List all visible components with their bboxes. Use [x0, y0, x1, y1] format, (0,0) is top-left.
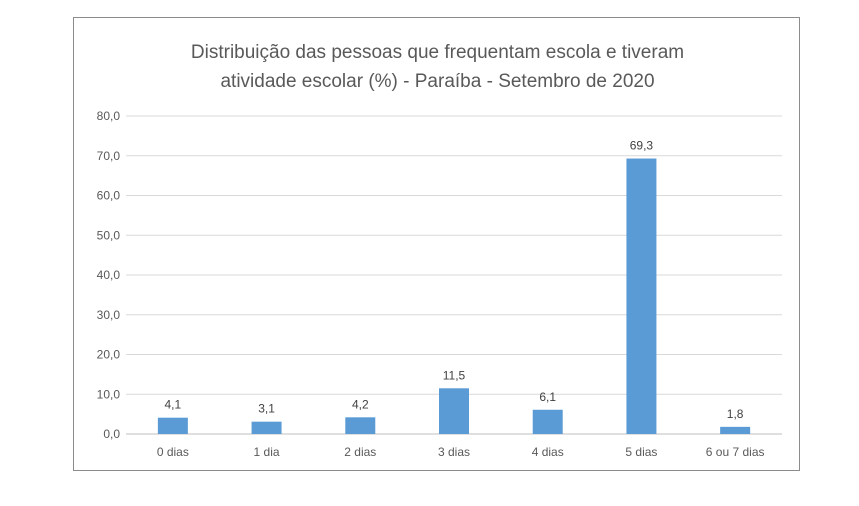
chart-title: Distribuição das pessoas que frequentam …	[74, 38, 801, 96]
y-tick-label: 50,0	[97, 228, 121, 242]
bar	[157, 417, 188, 434]
y-tick-label: 70,0	[97, 149, 121, 163]
data-label: 69,3	[630, 139, 654, 153]
bar	[251, 421, 282, 434]
bar	[626, 158, 657, 434]
y-tick-label: 40,0	[97, 268, 121, 282]
chart-title-line-1: Distribuição das pessoas que frequentam …	[190, 42, 685, 63]
x-tick-label: 0 dias	[157, 445, 189, 459]
x-tick-label: 3 dias	[438, 445, 470, 459]
bar-chart-plot: 0,0 10,0 20,0 30,0 40,0 50,0 60,0 70,0 80,0 4,1 0 …	[97, 109, 782, 459]
y-tick-label: 30,0	[97, 308, 121, 322]
bar	[439, 388, 469, 434]
chart-frame: Distribuição das pessoas que frequentam …	[73, 17, 800, 471]
bar	[532, 409, 563, 434]
x-tick-label: 2 dias	[344, 445, 376, 459]
y-tick-label: 60,0	[97, 189, 121, 203]
data-label: 6,1	[539, 390, 556, 404]
y-tick-label: 10,0	[97, 387, 121, 401]
bar	[345, 417, 376, 434]
bar	[720, 426, 751, 434]
data-label: 3,1	[258, 402, 275, 416]
data-label: 1,8	[727, 407, 744, 421]
chart-title-line-2: atividade escolar (%) - Paraíba - Setemb…	[220, 71, 655, 92]
x-tick-label: 6 ou 7 dias	[706, 445, 765, 459]
data-label: 11,5	[443, 368, 466, 382]
y-tick-label: 80,0	[97, 109, 121, 123]
y-tick-label: 0,0	[103, 427, 120, 441]
data-label: 4,1	[165, 398, 182, 412]
x-tick-label: 5 dias	[625, 445, 657, 459]
data-label: 4,2	[352, 397, 369, 411]
x-tick-label: 1 dia	[254, 445, 280, 459]
y-tick-label: 20,0	[97, 348, 121, 362]
x-tick-label: 4 dias	[532, 445, 564, 459]
